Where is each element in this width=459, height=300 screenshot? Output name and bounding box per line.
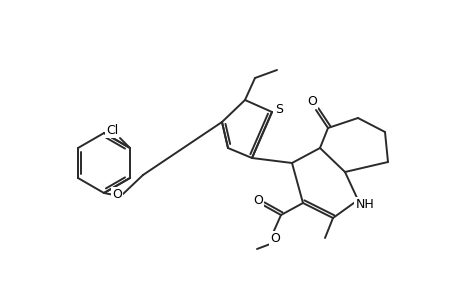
Text: O: O xyxy=(269,232,280,245)
Text: S: S xyxy=(274,103,282,116)
Text: O: O xyxy=(252,194,263,206)
Text: Cl: Cl xyxy=(106,124,118,136)
Text: O: O xyxy=(112,188,122,202)
Text: NH: NH xyxy=(355,199,374,212)
Text: O: O xyxy=(307,94,316,107)
